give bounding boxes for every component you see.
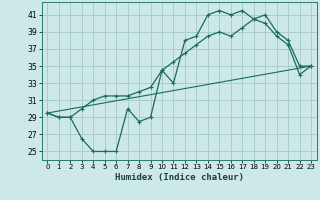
X-axis label: Humidex (Indice chaleur): Humidex (Indice chaleur) [115, 173, 244, 182]
